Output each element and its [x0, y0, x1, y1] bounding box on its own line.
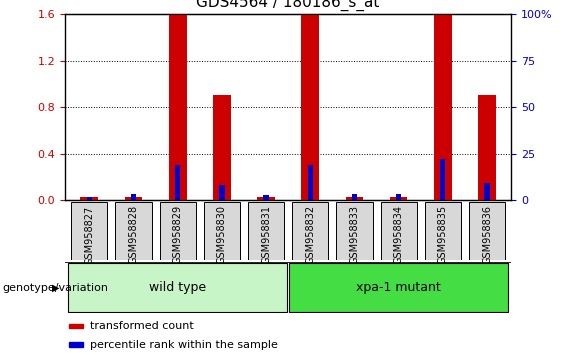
Text: GSM958831: GSM958831: [261, 205, 271, 264]
Bar: [396, 194, 401, 200]
Bar: [169, 14, 186, 200]
FancyBboxPatch shape: [115, 202, 151, 260]
Bar: [69, 342, 83, 347]
FancyBboxPatch shape: [425, 202, 461, 260]
Text: GSM958830: GSM958830: [217, 205, 227, 264]
Text: GSM958835: GSM958835: [438, 205, 448, 264]
Bar: [263, 195, 269, 200]
Bar: [213, 96, 231, 200]
FancyBboxPatch shape: [336, 202, 372, 260]
Text: GSM958833: GSM958833: [349, 205, 359, 264]
Bar: [440, 159, 445, 200]
FancyBboxPatch shape: [159, 202, 196, 260]
Text: GSM958834: GSM958834: [394, 205, 403, 264]
Text: GSM958828: GSM958828: [128, 205, 138, 264]
Bar: [289, 263, 508, 312]
FancyBboxPatch shape: [292, 202, 328, 260]
Text: ▶: ▶: [52, 282, 59, 293]
Text: GSM958827: GSM958827: [84, 205, 94, 264]
FancyBboxPatch shape: [469, 202, 505, 260]
Text: percentile rank within the sample: percentile rank within the sample: [89, 339, 277, 350]
FancyBboxPatch shape: [248, 202, 284, 260]
Bar: [434, 14, 451, 200]
FancyBboxPatch shape: [71, 202, 107, 260]
Bar: [301, 14, 319, 200]
Text: GSM958832: GSM958832: [305, 205, 315, 264]
Bar: [307, 165, 313, 200]
Bar: [131, 194, 136, 200]
Bar: [86, 196, 92, 200]
Bar: [125, 196, 142, 200]
Bar: [219, 185, 224, 200]
Text: GSM958836: GSM958836: [482, 205, 492, 264]
Text: wild type: wild type: [149, 281, 206, 294]
Bar: [352, 194, 357, 200]
Text: genotype/variation: genotype/variation: [3, 282, 109, 293]
Bar: [478, 96, 496, 200]
Bar: [175, 165, 180, 200]
Title: GDS4564 / 180186_s_at: GDS4564 / 180186_s_at: [197, 0, 380, 11]
FancyBboxPatch shape: [204, 202, 240, 260]
FancyBboxPatch shape: [380, 202, 417, 260]
Bar: [69, 324, 83, 328]
Bar: [68, 263, 287, 312]
Text: GSM958829: GSM958829: [173, 205, 182, 264]
Bar: [80, 196, 98, 200]
Text: transformed count: transformed count: [89, 321, 193, 331]
Text: xpa-1 mutant: xpa-1 mutant: [357, 281, 441, 294]
Bar: [390, 196, 407, 200]
Bar: [346, 196, 363, 200]
Bar: [484, 183, 490, 200]
Bar: [257, 196, 275, 200]
